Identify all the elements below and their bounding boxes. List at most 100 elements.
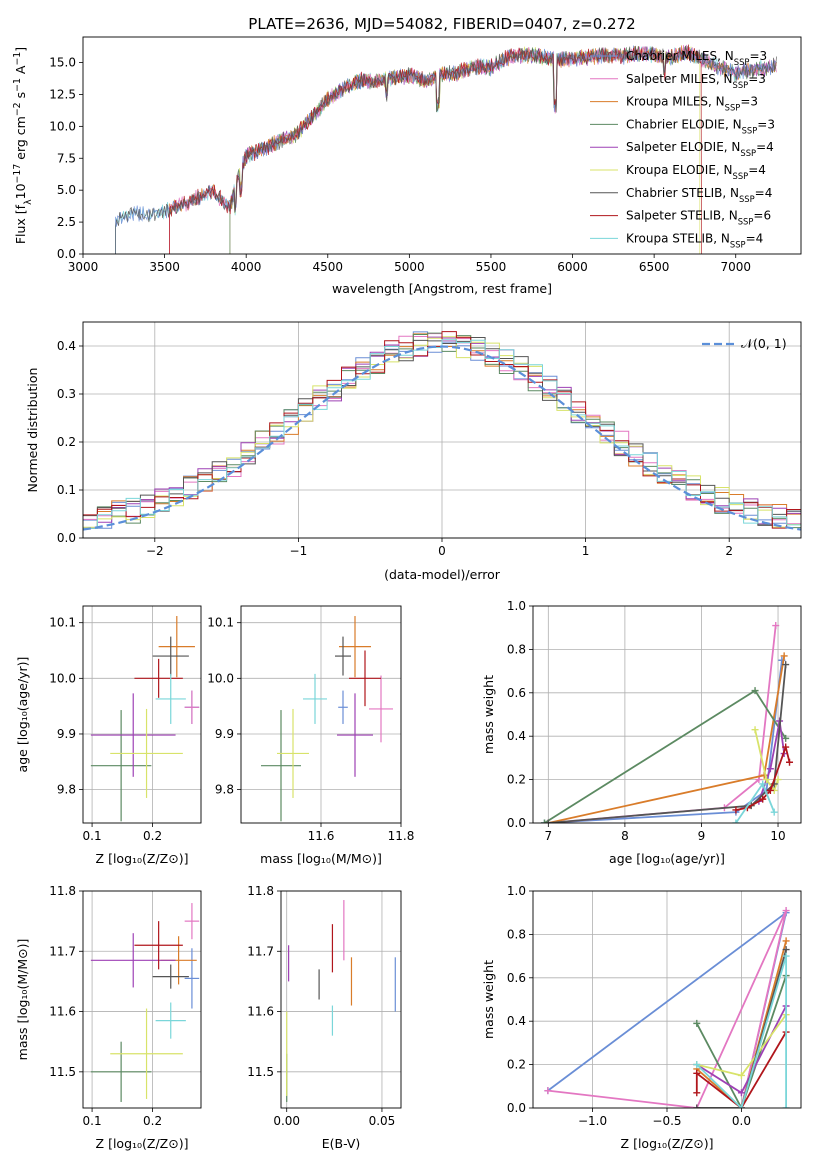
errorbar-chabrier-elodie (90, 710, 152, 822)
x-tick-label: 6000 (557, 260, 588, 274)
errorbar-chabrier-miles (184, 948, 200, 1009)
weight-point-salpeter-stelib (693, 1069, 701, 1077)
weight-line-chabrier-stelib (696, 949, 787, 1108)
spectrum-ylabel: Flux [fλ10−17 erg cm−2 s−1 A−1] (12, 47, 34, 244)
y-tick-label: 0.0 (507, 1101, 526, 1115)
residual-histograms (83, 331, 801, 531)
age-vs-mass-axes: 11.6 11.8 9.8 9.9 10.0 10.1 (207, 606, 414, 843)
y-tick-label: 10.0 (49, 671, 76, 685)
residuals-ylabel: Normed distribution (25, 368, 40, 493)
errorbar-chabrier-stelib (152, 964, 189, 989)
x-tick-label: 3000 (68, 260, 99, 274)
weight-point-salpeter-elodie (737, 1089, 745, 1097)
weight-point-kroupa-miles (782, 937, 790, 945)
weights-vs-age-xlabel: age [log₁₀(age/yr)] (609, 851, 725, 866)
errorbar-salpeter-elodie (90, 693, 176, 777)
x-tick-label: 0.05 (369, 1114, 396, 1128)
mass-vs-Z-xlabel: Z [log₁₀(Z/Z⊙)] (96, 1136, 189, 1151)
mass-vs-Z-ylabel: mass [log₁₀(M/M⊙)] (15, 939, 30, 1061)
y-tick-label: 0.2 (507, 773, 526, 787)
y-tick-label: 0.6 (507, 971, 526, 985)
age-vs-Z-xlabel: Z [log₁₀(Z/Z⊙)] (96, 851, 189, 866)
age-vs-mass-frame (240, 605, 402, 824)
x-tick-label: −1.0 (578, 1114, 607, 1128)
weight-point-kroupa-stelib (770, 808, 778, 816)
errorbar-salpeter-stelib (134, 921, 183, 970)
errorbar-kroupa-elodie (110, 1008, 183, 1099)
weight-point-kroupa-elodie (763, 776, 771, 784)
y-tick-label: 11.5 (247, 1065, 274, 1079)
legend-label-kroupa-stelib: Kroupa STELIB, NSSP=4 (626, 231, 763, 249)
x-tick-label: 5000 (394, 260, 425, 274)
weight-point-salpeter-miles (782, 907, 790, 915)
weight-point-chabrier-stelib (782, 946, 790, 954)
legend-label-chabrier-stelib: Chabrier STELIB, NSSP=4 (626, 186, 772, 204)
x-tick-label: −0.5 (652, 1114, 681, 1128)
y-tick-label: 2.5 (57, 215, 76, 229)
weight-point-chabrier-stelib (693, 1104, 701, 1108)
legend-label-salpeter-miles: Salpeter MILES, NSSP=3 (626, 72, 766, 90)
y-tick-label: 1.0 (507, 599, 526, 613)
weight-line-salpeter-miles (547, 910, 787, 1108)
errorbar-chabrier-elodie (90, 1041, 152, 1102)
y-tick-label: 0.3 (57, 387, 76, 401)
weight-point-salpeter-stelib (782, 743, 790, 751)
weight-point-salpeter-miles (544, 1087, 552, 1095)
errorbar-salpeter-elodie (90, 933, 176, 988)
errorbar-salpeter-stelib (349, 650, 381, 707)
x-tick-label: 0.00 (273, 1114, 300, 1128)
y-tick-label: 0.2 (507, 1058, 526, 1072)
weight-point-salpeter-miles (772, 622, 780, 630)
weight-point-salpeter-stelib (766, 786, 774, 794)
weight-line-salpeter-stelib (695, 1031, 787, 1108)
x-tick-label: 11.8 (388, 829, 415, 843)
x-tick-label: 0.1 (83, 829, 102, 843)
weight-point-salpeter-stelib (732, 806, 740, 814)
errorbar-kroupa-elodie (110, 708, 183, 798)
x-tick-label: 3500 (149, 260, 180, 274)
y-tick-label: 9.8 (215, 783, 234, 797)
x-tick-label: 8 (621, 829, 629, 843)
y-tick-label: 0.4 (507, 729, 526, 743)
weight-point-chabrier-stelib (782, 661, 790, 669)
x-tick-label: 10 (770, 829, 785, 843)
weight-point-kroupa-stelib (737, 1104, 745, 1108)
legend-label-chabrier-elodie: Chabrier ELODIE, NSSP=3 (626, 117, 775, 135)
legend-label-salpeter-stelib: Salpeter STELIB, NSSP=6 (626, 209, 771, 227)
y-tick-label: 0.2 (57, 435, 76, 449)
weight-point-kroupa-elodie (774, 776, 782, 784)
y-tick-label: 0.8 (507, 927, 526, 941)
errorbar-kroupa-miles (158, 616, 195, 678)
weight-line-chabrier-elodie (696, 975, 787, 1108)
weight-point-kroupa-stelib (759, 780, 767, 788)
weight-line-kroupa-miles (696, 940, 787, 1108)
residuals-frame (82, 321, 802, 539)
y-tick-label: 0.4 (57, 339, 76, 353)
y-tick-label: 5.0 (57, 183, 76, 197)
y-tick-label: 11.6 (247, 1005, 274, 1019)
spectrum-xlabel: wavelength [Angstrom, rest frame] (332, 281, 552, 296)
x-tick-label: 6500 (639, 260, 670, 274)
weight-point-kroupa-elodie (751, 726, 759, 734)
legend-label-chabrier-miles: Chabrier MILES, NSSP=3 (626, 49, 767, 67)
x-tick-label: −2 (146, 544, 164, 558)
x-tick-label: 0.2 (143, 1114, 162, 1128)
x-tick-label: 4500 (312, 260, 343, 274)
errorbar-chabrier-stelib (335, 636, 351, 676)
x-tick-label: 9 (698, 829, 706, 843)
mass-vs-EBV-frame (280, 890, 402, 1109)
errorbar-chabrier-stelib (152, 636, 189, 676)
y-tick-label: 0.8 (507, 642, 526, 656)
legend-label-kroupa-miles: Kroupa MILES, NSSP=3 (626, 95, 758, 113)
errorbar-chabrier-elodie (261, 710, 301, 822)
age-vs-mass-points (261, 616, 393, 822)
weight-point-chabrier-elodie (540, 819, 548, 823)
mass-vs-Z-axes: 0.1 0.2 11.5 11.6 11.7 11.8 (49, 884, 201, 1128)
y-tick-label: 10.1 (207, 616, 234, 630)
legend-label-salpeter-elodie: Salpeter ELODIE, NSSP=4 (626, 140, 774, 158)
x-tick-label: 5500 (476, 260, 507, 274)
legend-label-kroupa-elodie: Kroupa ELODIE, NSSP=4 (626, 163, 766, 181)
weight-point-salpeter-stelib (786, 758, 794, 766)
weight-point-salpeter-stelib (759, 795, 767, 803)
